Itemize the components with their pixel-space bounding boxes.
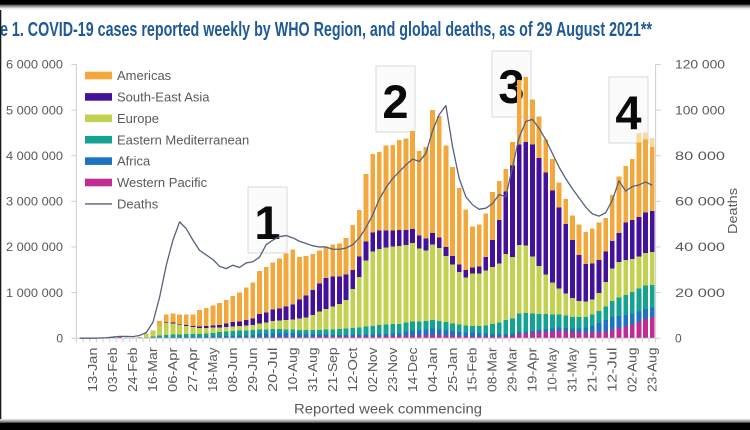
svg-text:4 000 000: 4 000 000 — [6, 149, 63, 163]
svg-text:18-May: 18-May — [206, 347, 220, 392]
svg-text:23-Aug: 23-Aug — [645, 347, 659, 392]
svg-text:04-Jan: 04-Jan — [426, 347, 440, 392]
svg-text:1: 1 — [254, 196, 280, 249]
svg-text:27-Apr: 27-Apr — [186, 348, 200, 393]
svg-text:23-Nov: 23-Nov — [386, 347, 400, 392]
svg-text:Deaths: Deaths — [117, 197, 159, 212]
svg-text:12-Oct: 12-Oct — [346, 347, 360, 392]
svg-text:Africa: Africa — [117, 154, 151, 169]
svg-text:19-Apr: 19-Apr — [526, 348, 540, 393]
svg-text:08-Mar: 08-Mar — [486, 348, 500, 393]
svg-text:02-Aug: 02-Aug — [626, 347, 640, 392]
svg-text:29-Jun: 29-Jun — [246, 347, 260, 392]
svg-text:20 000: 20 000 — [675, 286, 725, 300]
svg-text:10-May: 10-May — [546, 347, 560, 392]
svg-text:16-Mar: 16-Mar — [146, 348, 160, 393]
svg-text:Eastern Mediterranean: Eastern Mediterranean — [117, 132, 249, 147]
svg-text:100 000: 100 000 — [675, 103, 725, 117]
svg-text:120 000: 120 000 — [675, 58, 725, 72]
svg-text:14-Dec: 14-Dec — [406, 348, 420, 393]
svg-text:02-Nov: 02-Nov — [366, 347, 380, 392]
svg-text:03-Feb: 03-Feb — [106, 347, 120, 392]
svg-text:0: 0 — [56, 331, 63, 345]
svg-text:Western Pacific: Western Pacific — [117, 175, 208, 190]
svg-text:24-Feb: 24-Feb — [126, 347, 140, 392]
svg-text:31-May: 31-May — [566, 347, 580, 392]
svg-text:06-Apr: 06-Apr — [166, 348, 180, 393]
svg-text:3 000 000: 3 000 000 — [6, 195, 63, 209]
svg-text:15-Feb: 15-Feb — [466, 347, 480, 392]
svg-text:5 000 000: 5 000 000 — [6, 103, 63, 117]
svg-text:0: 0 — [675, 331, 682, 345]
svg-text:29-Mar: 29-Mar — [506, 348, 520, 393]
svg-text:1 000 000: 1 000 000 — [6, 286, 63, 300]
svg-text:10-Aug: 10-Aug — [286, 347, 300, 392]
svg-text:4: 4 — [615, 86, 641, 139]
svg-text:2 000 000: 2 000 000 — [6, 240, 63, 254]
svg-text:08-Jun: 08-Jun — [226, 347, 240, 392]
svg-text:21-Sep: 21-Sep — [326, 347, 340, 392]
svg-text:6 000 000: 6 000 000 — [6, 58, 63, 72]
svg-text:80 000: 80 000 — [675, 149, 725, 163]
svg-text:13-Jan: 13-Jan — [86, 347, 100, 392]
svg-text:25-Jan: 25-Jan — [446, 347, 460, 392]
svg-text:South-East Asia: South-East Asia — [117, 90, 210, 105]
svg-text:Deaths: Deaths — [725, 187, 740, 234]
svg-text:31-Aug: 31-Aug — [306, 347, 320, 392]
svg-text:e 1. COVID-19 cases reported w: e 1. COVID-19 cases reported weekly by W… — [0, 19, 652, 41]
svg-text:20-Jul: 20-Jul — [266, 348, 280, 393]
svg-text:Europe: Europe — [117, 111, 159, 126]
svg-text:12-Jul: 12-Jul — [606, 348, 620, 393]
svg-text:60 000: 60 000 — [675, 195, 725, 209]
svg-text:40 000: 40 000 — [675, 240, 725, 254]
svg-text:Americas: Americas — [117, 68, 172, 83]
svg-text:Reported week commencing: Reported week commencing — [294, 401, 482, 417]
svg-text:2: 2 — [382, 75, 408, 128]
svg-text:21-Jun: 21-Jun — [586, 347, 600, 392]
